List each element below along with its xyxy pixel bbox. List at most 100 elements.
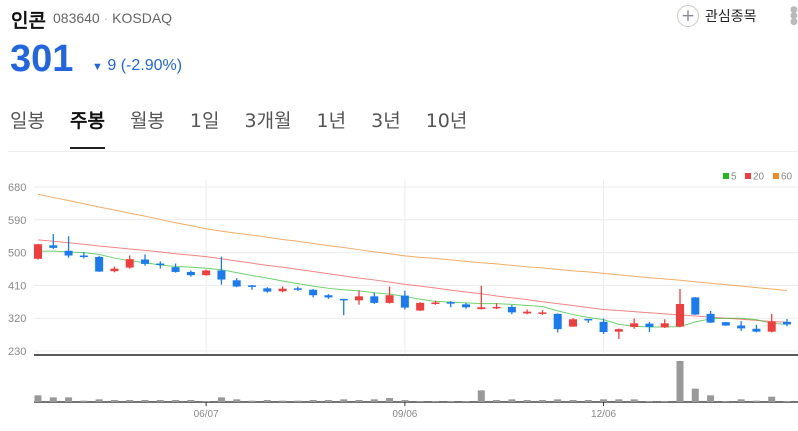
- candle: [645, 321, 654, 333]
- candle: [599, 318, 608, 334]
- tab-0[interactable]: 일봉: [10, 110, 45, 132]
- market: KOSDAQ: [112, 10, 173, 26]
- volume-bar: [737, 399, 745, 402]
- volume-bar: [309, 400, 317, 402]
- candle: [232, 278, 241, 288]
- volume-bar: [386, 398, 394, 402]
- volume-bar: [768, 396, 776, 402]
- candle: [507, 305, 516, 315]
- candle-body: [110, 268, 119, 272]
- tab-5[interactable]: 1년: [316, 110, 347, 132]
- volume-bar: [248, 400, 256, 402]
- legend-swatch: [773, 173, 779, 179]
- legend-label: 5: [731, 172, 737, 183]
- candle-body: [614, 329, 623, 332]
- candle-body: [355, 296, 363, 301]
- change-percent: (-2.90%): [120, 57, 183, 74]
- volume-bar: [645, 401, 653, 402]
- candle-body: [584, 318, 593, 321]
- tab-3[interactable]: 1일: [189, 110, 220, 132]
- volume-bar: [416, 401, 424, 402]
- candle-body: [599, 321, 608, 333]
- volume-bar: [462, 401, 470, 402]
- candle-body: [767, 321, 776, 332]
- candle-body: [217, 270, 226, 280]
- y-tick-label: 230: [8, 346, 26, 358]
- legend-label: 60: [781, 172, 793, 183]
- candle: [49, 234, 58, 249]
- volume-bar: [569, 400, 577, 402]
- tab-1[interactable]: 주봉: [69, 106, 105, 149]
- candle-body: [309, 289, 318, 296]
- candle: [630, 318, 639, 329]
- volume-bar: [279, 400, 287, 402]
- candle: [355, 290, 363, 305]
- candle: [171, 263, 180, 273]
- candle: [446, 301, 455, 308]
- volume-bar: [523, 400, 531, 402]
- candle: [553, 313, 562, 333]
- candle: [492, 303, 501, 310]
- volume-bar: [370, 399, 378, 402]
- candle: [95, 255, 104, 272]
- candle-body: [431, 302, 440, 305]
- candle-body: [523, 311, 532, 314]
- candle-body: [645, 323, 654, 327]
- candle-body: [752, 328, 761, 332]
- volume-bar: [340, 399, 348, 402]
- candle: [278, 286, 287, 293]
- candle-body: [156, 263, 165, 266]
- candle: [110, 266, 119, 273]
- volume-bar: [431, 401, 439, 402]
- candle: [584, 318, 593, 323]
- volume-bar: [294, 400, 302, 402]
- legend-swatch: [745, 173, 751, 179]
- tab-6[interactable]: 3년: [371, 110, 401, 132]
- volume-bar: [156, 400, 164, 402]
- candle-body: [691, 297, 700, 315]
- candle-body: [446, 302, 455, 304]
- candle: [34, 243, 42, 260]
- candle-body: [783, 321, 791, 325]
- candle: [569, 318, 577, 327]
- candle: [293, 286, 302, 291]
- volume-bar: [676, 361, 684, 402]
- down-arrow-icon: ▼: [92, 61, 103, 73]
- stock-name: 인콘: [11, 10, 46, 32]
- y-tick-label: 500: [8, 248, 26, 260]
- change-value: 9: [107, 57, 117, 74]
- candle: [400, 290, 409, 310]
- candle-body: [507, 306, 516, 313]
- add-favorite-button[interactable]: + 관심종목: [677, 5, 757, 27]
- candle-body: [263, 288, 272, 292]
- volume-bar: [554, 399, 562, 402]
- candle-body: [141, 259, 149, 264]
- tab-2[interactable]: 월봉: [129, 110, 165, 132]
- volume-bar: [538, 400, 546, 402]
- tab-4[interactable]: 3개월: [244, 110, 292, 132]
- volume-bar: [722, 401, 730, 402]
- x-tick-label: 06/07: [194, 409, 219, 420]
- candle: [217, 256, 226, 285]
- tab-7[interactable]: 10년: [425, 110, 468, 132]
- volume-bar: [202, 401, 210, 402]
- candle: [660, 319, 669, 329]
- candle: [706, 310, 715, 323]
- candle: [721, 321, 730, 326]
- candle-body: [737, 325, 746, 329]
- candle: [263, 287, 272, 293]
- volume-bar: [661, 401, 669, 402]
- more-vertical-icon[interactable]: ● ● ●: [790, 5, 798, 27]
- x-tick-label: 09/06: [392, 409, 417, 420]
- candle-body: [79, 255, 88, 258]
- separator: ·: [103, 10, 109, 26]
- candle: [324, 294, 333, 299]
- volume-bar: [508, 399, 516, 402]
- candle-body: [248, 285, 256, 287]
- volume-bar: [707, 395, 715, 402]
- volume-bar: [95, 399, 103, 402]
- candle: [462, 302, 470, 309]
- volume-bar: [401, 400, 409, 402]
- candle-body: [462, 304, 470, 308]
